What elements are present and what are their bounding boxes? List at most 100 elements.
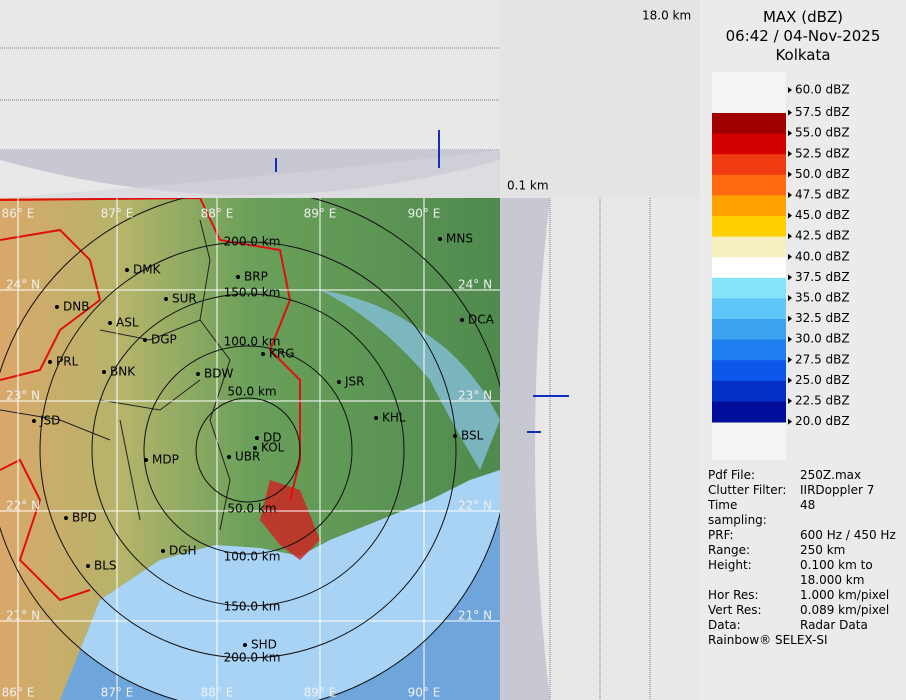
city-dot (261, 352, 265, 356)
longitude-label: 88° E (201, 207, 234, 221)
city-label: BPD (72, 511, 97, 525)
info-key: Data: (708, 618, 800, 633)
city-label: DGH (169, 544, 197, 558)
legend-label: 25.0 dBZ (795, 373, 850, 387)
city-dot (164, 297, 168, 301)
info-value: 0.089 km/pixel (800, 603, 904, 618)
info-key: Clutter Filter: (708, 483, 800, 498)
legend-label: 20.0 dBZ (795, 414, 850, 428)
longitude-label: 90° E (408, 686, 441, 700)
info-value: 250 km (800, 543, 904, 558)
legend-label: 32.5 dBZ (795, 311, 850, 325)
legend-swatch (712, 134, 786, 155)
city-label: BNK (110, 365, 136, 379)
latitude-label: 24° N (6, 278, 40, 292)
city-dot (125, 268, 129, 272)
city-dot (460, 318, 464, 322)
city-label: SUR (172, 292, 197, 306)
city-dot (64, 516, 68, 520)
color-legend: 60.0 dBZ57.5 dBZ55.0 dBZ52.5 dBZ50.0 dBZ… (700, 60, 906, 460)
latitude-label: 22° N (6, 499, 40, 513)
legend-label: 57.5 dBZ (795, 105, 850, 119)
info-value: 48 (800, 498, 904, 528)
legend-tick (788, 377, 792, 383)
legend-label: 55.0 dBZ (795, 126, 850, 140)
city-dot (143, 338, 147, 342)
info-value: 1.000 km/pixel (800, 588, 904, 603)
info-key: Range: (708, 543, 800, 558)
city-dot (196, 372, 200, 376)
legend-tick (788, 151, 792, 157)
city-label: BDW (204, 367, 233, 381)
title: MAX (dBZ) (700, 8, 906, 26)
city-label: PRL (56, 355, 79, 369)
longitude-label: 88° E (201, 686, 234, 700)
info-key: Hor Res: (708, 588, 800, 603)
info-key: Pdf File: (708, 468, 800, 483)
info-row: Pdf File:250Z.max (708, 468, 904, 483)
legend-label: 30.0 dBZ (795, 332, 850, 346)
range-label: 150.0 km (224, 600, 281, 614)
info-row: Data:Radar Data (708, 618, 904, 633)
city-label: SHD (251, 638, 277, 652)
city-dot (227, 455, 231, 459)
city-label: DCA (468, 313, 495, 327)
info-row: Hor Res:1.000 km/pixel (708, 588, 904, 603)
info-value: IIRDoppler 7 (800, 483, 904, 498)
city-label: ASL (116, 316, 139, 330)
city-dot (438, 237, 442, 241)
info-value: 600 Hz / 450 Hz (800, 528, 904, 543)
longitude-label: 87° E (101, 207, 134, 221)
legend-tick (788, 357, 792, 363)
datetime: 06:42 / 04-Nov-2025 (700, 27, 906, 45)
legend-tick (788, 171, 792, 177)
range-label: 200.0 km (224, 235, 281, 249)
legend-tick (788, 213, 792, 219)
city-dot (374, 416, 378, 420)
range-label: 50.0 km (227, 502, 276, 516)
info-key: PRF: (708, 528, 800, 543)
longitude-label: 87° E (101, 686, 134, 700)
city-dot (86, 564, 90, 568)
city-dot (55, 305, 59, 309)
legend-swatch (712, 360, 786, 381)
longitude-label: 89° E (304, 207, 337, 221)
radar-views: 18.0 km 0.1 km 86° E86° E87° E87° E88° E… (0, 0, 700, 700)
legend-tick (788, 254, 792, 260)
map: 86° E86° E87° E87° E88° E88° E89° E89° E… (0, 190, 508, 700)
legend-swatch (712, 113, 786, 134)
legend-swatch (712, 154, 786, 175)
latitude-label: 21° N (458, 609, 492, 623)
legend-swatch (712, 381, 786, 402)
legend-label: 35.0 dBZ (795, 291, 850, 305)
city-label: KOL (261, 441, 285, 455)
city-dot (243, 643, 247, 647)
legend-swatch (712, 257, 786, 278)
legend-swatch (712, 216, 786, 237)
footer: Rainbow® SELEX-SI (708, 633, 904, 648)
city-dot (236, 275, 240, 279)
legend-tick (788, 233, 792, 239)
legend-swatch (712, 195, 786, 216)
range-label: 150.0 km (224, 286, 281, 300)
legend-label: 60.0 dBZ (795, 83, 850, 97)
city-dot (102, 370, 106, 374)
legend-tick (788, 87, 792, 93)
city-dot (161, 549, 165, 553)
city-dot (108, 321, 112, 325)
info-row: Vert Res:0.089 km/pixel (708, 603, 904, 618)
info-key: Vert Res: (708, 603, 800, 618)
legend-swatch (712, 401, 786, 422)
longitude-label: 86° E (2, 207, 35, 221)
legend-tick (788, 419, 792, 425)
city-label: KHL (382, 411, 406, 425)
legend-tick (788, 295, 792, 301)
city-dot (144, 458, 148, 462)
info-value: 0.100 km to 18.000 km (800, 558, 904, 588)
city-label: JSD (39, 414, 60, 428)
latitude-label: 23° N (6, 389, 40, 403)
legend-label: 22.5 dBZ (795, 394, 850, 408)
legend-panel: MAX (dBZ) 06:42 / 04-Nov-2025 Kolkata 60… (700, 0, 906, 700)
info-value: 250Z.max (800, 468, 904, 483)
